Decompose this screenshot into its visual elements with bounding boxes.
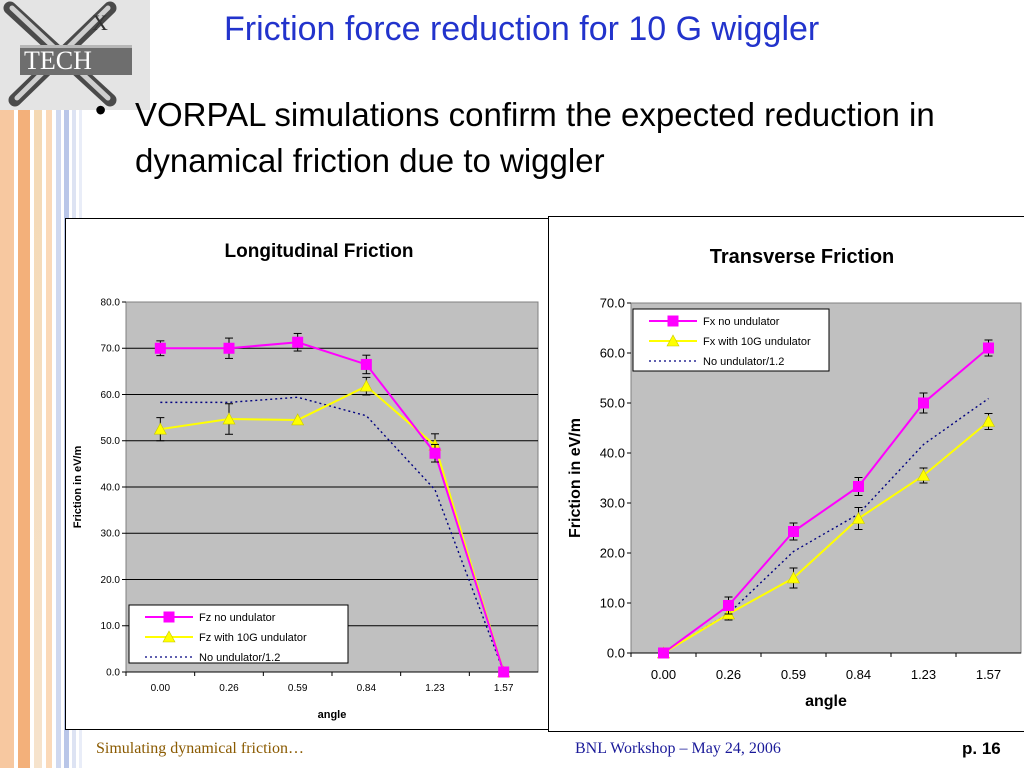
- x-tick-label: 0.00: [651, 667, 676, 682]
- y-tick-label: 60.0: [600, 345, 625, 360]
- data-point-0: [918, 397, 929, 409]
- y-tick-label: 30.0: [600, 495, 625, 510]
- y-tick-label: 10.0: [600, 595, 625, 610]
- data-point-1: [222, 412, 236, 425]
- x-tick-label: 0.84: [357, 683, 377, 694]
- y-axis-label: Friction in eV/m: [72, 446, 84, 529]
- x-tick-label: 1.23: [911, 667, 936, 682]
- x-tick-label: 0.59: [781, 667, 806, 682]
- y-axis-label: Friction in eV/m: [567, 418, 584, 538]
- legend-label-0: Fx no undulator: [703, 316, 780, 328]
- legend-marker-0: [163, 611, 175, 623]
- y-tick-label: 70.0: [600, 295, 625, 310]
- logo-letter: X: [92, 10, 108, 35]
- data-point-1: [981, 414, 996, 427]
- y-tick-label: 0.0: [106, 667, 120, 678]
- logo-graphic: TECH X: [0, 0, 150, 110]
- longitudinal-friction-chart: Longitudinal Friction 0.0 10.0 20.0 30.0 40.0…: [65, 218, 553, 730]
- footer-mid: BNL Workshop – May 24, 2006: [575, 740, 781, 757]
- transverse-friction-chart: Transverse Friction 0.0 10.0 20.0 30.0 40.0 50…: [548, 216, 1024, 732]
- y-tick-label: 50.0: [600, 395, 625, 410]
- y-tick-label: 70.0: [101, 344, 121, 355]
- x-axis-label: angle: [805, 693, 847, 710]
- data-point-0: [723, 600, 734, 611]
- series-line-0: [160, 341, 505, 673]
- data-point-0: [788, 526, 799, 537]
- series-line-1: [662, 420, 990, 654]
- x-tick-label: 1.57: [976, 667, 1001, 682]
- y-tick-label: 40.0: [600, 445, 625, 460]
- logo-text: TECH: [24, 46, 92, 75]
- transverse-chart-svg: Transverse Friction 0.0 10.0 20.0 30.0 40.0 50…: [567, 246, 1022, 710]
- data-point-0: [498, 666, 510, 678]
- bullet-symbol: •: [95, 92, 107, 128]
- y-tick-label: 50.0: [101, 436, 121, 447]
- longitudinal-chart-svg: Longitudinal Friction 0.0 10.0 20.0 30.0 40.0…: [72, 241, 539, 721]
- data-point-1: [851, 511, 866, 524]
- data-point-1: [916, 468, 931, 481]
- legend-marker-1: [666, 334, 680, 347]
- x-tick-label: 0.26: [219, 683, 239, 694]
- y-tick-label: 80.0: [101, 297, 121, 308]
- legend-label-1: Fz with 10G undulator: [199, 632, 307, 644]
- data-point-0: [223, 342, 235, 354]
- data-point-0: [360, 358, 372, 370]
- legend-marker-1: [162, 630, 176, 643]
- tech-x-logo: TECH X: [0, 0, 150, 110]
- legend-label-1: Fx with 10G undulator: [703, 336, 811, 348]
- bullet-text: VORPAL simulations confirm the expected …: [135, 96, 935, 179]
- legend-label-2: No undulator/1.2: [199, 652, 280, 664]
- data-point-1: [786, 571, 801, 584]
- legend-label-0: Fz no undulator: [199, 612, 276, 624]
- y-tick-label: 20.0: [101, 575, 121, 586]
- legend-marker-0: [667, 315, 679, 327]
- y-tick-label: 20.0: [600, 545, 625, 560]
- data-point-0: [292, 336, 304, 348]
- x-tick-label: 0.84: [846, 667, 871, 682]
- legend-label-2: No undulator/1.2: [703, 356, 784, 368]
- x-axis-label: angle: [318, 709, 347, 721]
- slide-title: Friction force reduction for 10 G wiggle…: [224, 10, 820, 48]
- x-tick-label: 1.57: [494, 683, 514, 694]
- data-point-1: [153, 422, 167, 435]
- y-tick-label: 10.0: [101, 621, 121, 632]
- y-tick-label: 30.0: [101, 529, 121, 540]
- chart-title: Transverse Friction: [710, 246, 895, 268]
- chart-title: Longitudinal Friction: [225, 241, 414, 262]
- data-point-1: [291, 413, 305, 426]
- data-point-1: [359, 379, 373, 392]
- page-number: p. 16: [962, 739, 1001, 758]
- x-tick-label: 0.00: [151, 683, 171, 694]
- x-tick-label: 0.26: [716, 667, 741, 682]
- footer-left: Simulating dynamical friction…: [96, 740, 304, 757]
- y-tick-label: 0.0: [607, 645, 625, 660]
- series-line-0: [662, 347, 990, 654]
- data-point-0: [658, 647, 669, 659]
- data-point-0: [853, 481, 864, 492]
- y-tick-label: 40.0: [101, 482, 121, 493]
- data-point-0: [154, 342, 166, 354]
- y-tick-label: 60.0: [101, 390, 121, 401]
- data-point-0: [429, 447, 441, 459]
- data-point-0: [983, 342, 994, 354]
- series-line-1: [160, 384, 505, 673]
- x-tick-label: 1.23: [425, 683, 445, 694]
- x-tick-label: 0.59: [288, 683, 308, 694]
